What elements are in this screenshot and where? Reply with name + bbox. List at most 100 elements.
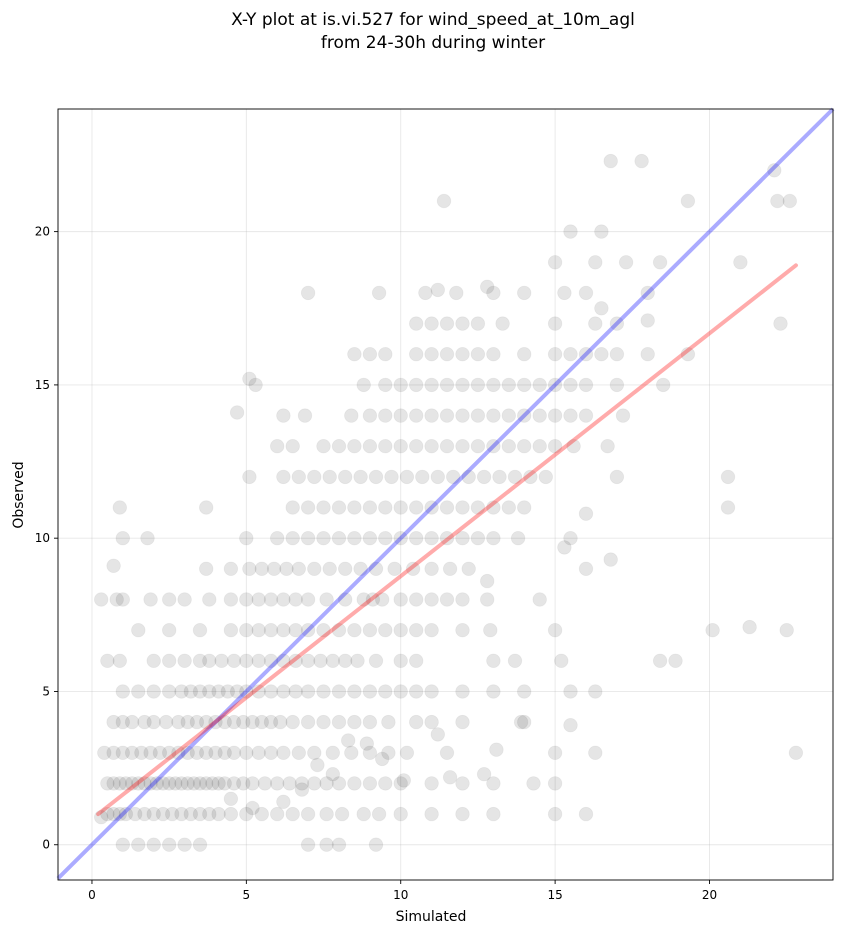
scatter-point	[276, 684, 291, 699]
scatter-point	[436, 193, 452, 209]
scatter-point	[578, 561, 594, 577]
scatter-point	[338, 561, 353, 577]
scatter-point	[239, 592, 254, 607]
scatter-point	[486, 285, 501, 301]
scatter-point	[424, 806, 439, 822]
axis-ticks: 0 5 10 15 20 0 5 10 15 20	[35, 225, 717, 902]
scatter-point	[285, 439, 300, 454]
scatter-point	[424, 500, 439, 515]
scatter-point	[263, 745, 279, 761]
scatter-point	[347, 776, 362, 791]
scatter-point	[486, 531, 501, 546]
scatter-point	[217, 745, 232, 761]
scatter-point	[399, 745, 415, 761]
scatter-point	[442, 770, 458, 785]
regression-line	[96, 263, 798, 817]
scatter-point	[285, 531, 300, 546]
scatter-point	[131, 776, 146, 791]
scatter-point	[276, 653, 291, 669]
scatter-point	[486, 653, 501, 669]
scatter-point	[134, 745, 149, 761]
scatter-point	[226, 714, 242, 730]
chart-title: X-Y plot at is.vi.527 for wind_speed_at_…	[231, 10, 635, 53]
scatter-point	[350, 653, 365, 669]
scatter-point	[137, 714, 152, 730]
scatter-point	[470, 408, 486, 423]
scatter-point	[409, 439, 424, 454]
scatter-point	[307, 745, 322, 761]
scatter-point	[226, 653, 242, 669]
scatter-point	[316, 439, 331, 454]
scatter-point	[297, 408, 313, 423]
scatter-point	[353, 469, 368, 485]
scatter-point	[393, 439, 408, 454]
scatter-point	[300, 806, 316, 822]
scatter-point	[652, 255, 668, 270]
scatter-point	[294, 782, 310, 797]
scatter-point	[223, 561, 239, 577]
scatter-point	[192, 776, 208, 791]
scatter-point	[242, 469, 257, 485]
scatter-point	[368, 469, 384, 485]
scatter-point	[112, 500, 128, 515]
scatter-point	[276, 623, 291, 638]
scatter-point	[285, 714, 300, 730]
scatter-point	[362, 684, 378, 699]
scatter-point	[270, 806, 285, 822]
scatter-point	[174, 776, 189, 791]
scatter-point	[127, 806, 143, 822]
scatter-point	[409, 316, 424, 331]
scatter-point	[517, 714, 532, 730]
scatter-point	[288, 592, 303, 607]
scatter-point	[446, 469, 461, 485]
scatter-point	[517, 500, 532, 515]
scatter-point	[375, 751, 390, 767]
scatter-point	[547, 347, 563, 362]
scatter-point	[563, 224, 578, 239]
scatter-point	[307, 561, 322, 577]
scatter-point	[773, 316, 788, 331]
scatter-point	[152, 745, 168, 761]
scatter-point	[455, 408, 470, 423]
y-tick-label: 20	[35, 225, 50, 239]
scatter-point	[223, 791, 239, 807]
scatter-point	[455, 592, 470, 607]
scatter-point	[353, 561, 368, 577]
scatter-point	[263, 623, 279, 638]
scatter-point	[300, 285, 316, 301]
scatter-point	[325, 653, 341, 669]
scatter-point	[97, 745, 112, 761]
scatter-point	[202, 684, 217, 699]
scatter-point	[424, 531, 439, 546]
scatter-point	[300, 592, 316, 607]
scatter-point	[276, 592, 291, 607]
scatter-point	[161, 684, 177, 699]
scatter-point	[266, 561, 282, 577]
scatter-point	[161, 745, 177, 761]
scatter-point	[245, 714, 260, 730]
scatter-point	[409, 592, 424, 607]
scatter-point	[547, 255, 563, 270]
scatter-point	[393, 500, 408, 515]
scatter-point	[368, 653, 384, 669]
scatter-point	[393, 408, 408, 423]
scatter-point	[211, 806, 226, 822]
scatter-point	[131, 623, 146, 638]
scatter-point	[239, 653, 254, 669]
y-axis-label: Observed	[11, 461, 27, 528]
scatter-point	[106, 806, 121, 822]
scatter-point	[705, 623, 720, 638]
scatter-point	[782, 193, 798, 209]
scatter-point	[492, 469, 507, 485]
scatter-point	[594, 224, 609, 239]
scatter-point	[251, 684, 266, 699]
scatter-point	[202, 653, 217, 669]
scatter-point	[331, 623, 347, 638]
scatter-point	[424, 377, 439, 393]
scatter-point	[424, 347, 439, 362]
scatter-point	[362, 347, 378, 362]
scatter-point	[517, 285, 532, 301]
scatter-point	[362, 623, 378, 638]
scatter-point	[578, 506, 594, 521]
